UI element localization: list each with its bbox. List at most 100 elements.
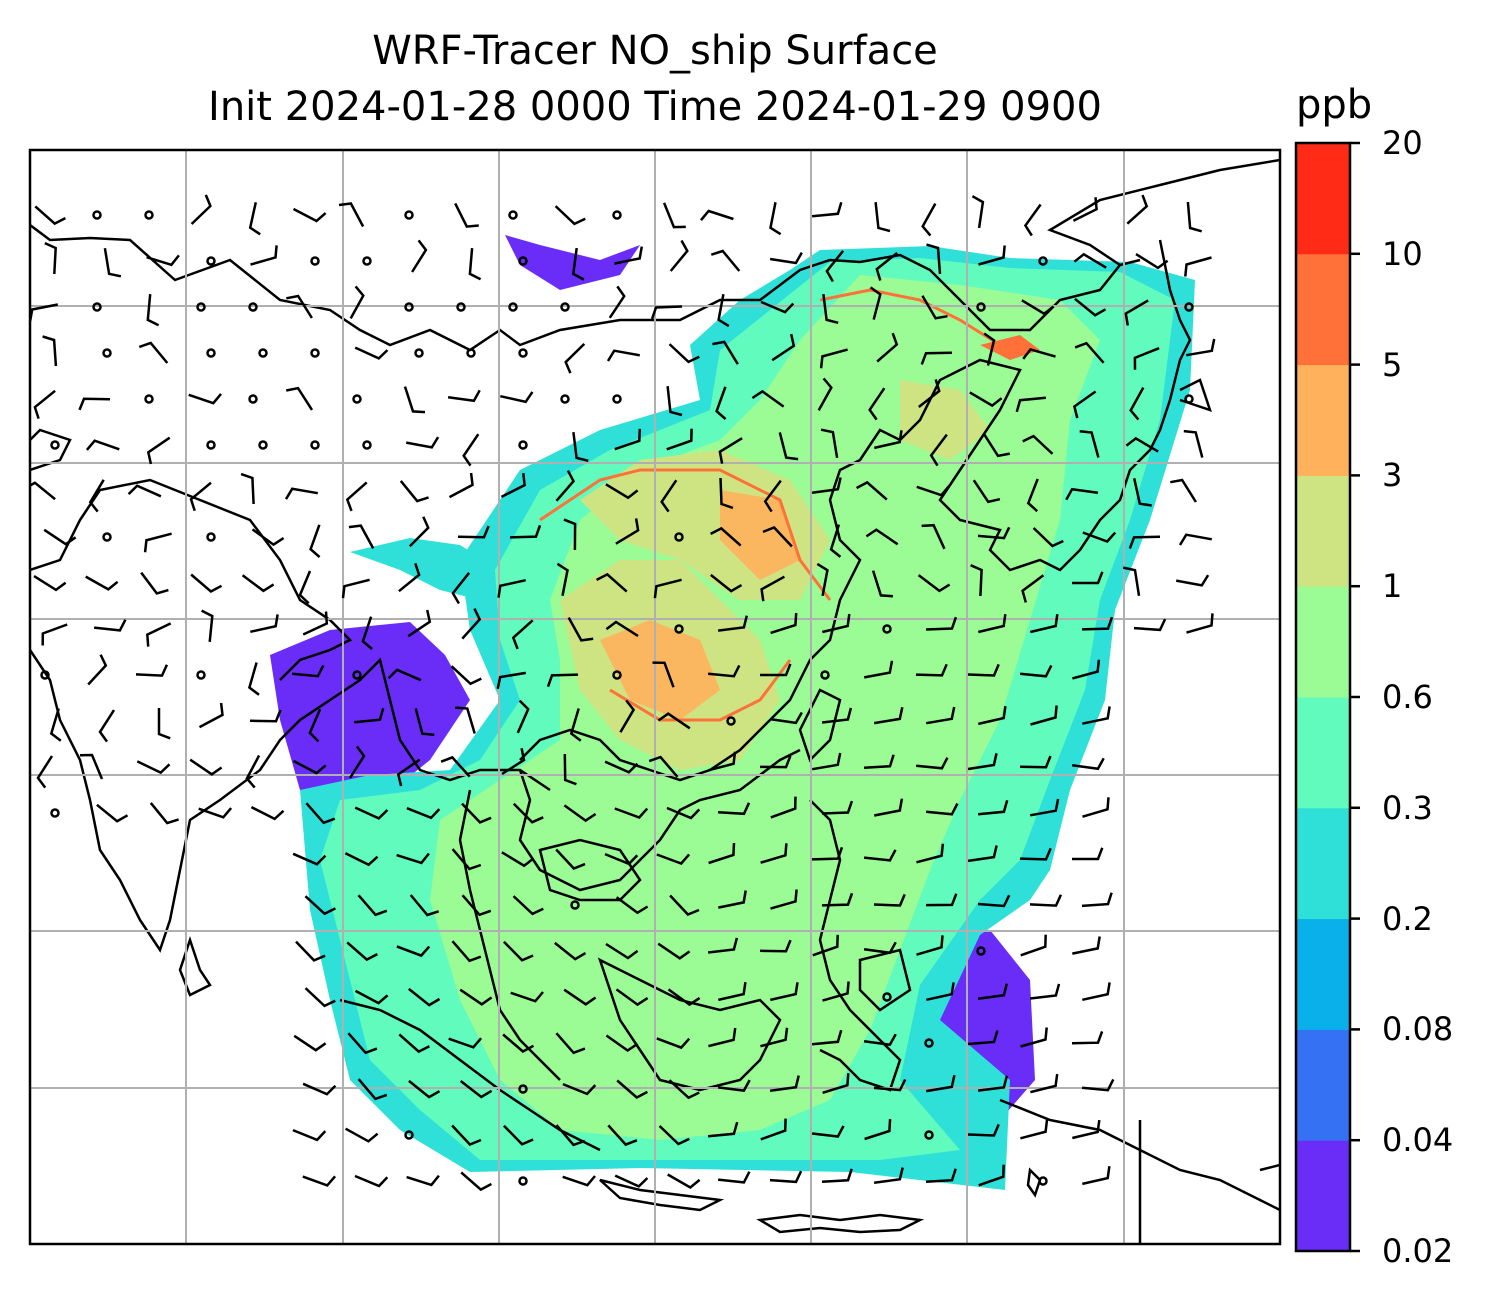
wind-barb <box>555 1032 586 1055</box>
wind-barb <box>978 706 1007 726</box>
wind-barb <box>409 894 440 917</box>
wind-barb <box>718 437 743 464</box>
calm-wind-circle <box>206 532 216 542</box>
wind-barb <box>250 805 285 821</box>
wind-barb <box>563 753 577 786</box>
calm-wind-circle <box>518 1084 528 1094</box>
wind-barb <box>811 477 842 495</box>
wind-barb <box>921 202 937 237</box>
wind-barb <box>1072 1119 1101 1140</box>
calm-wind-circle <box>144 210 154 220</box>
wind-barb <box>387 668 422 682</box>
calm-wind-circle <box>50 440 60 450</box>
coastline <box>597 957 782 1092</box>
wind-barb <box>569 708 582 742</box>
wind-barb <box>1132 478 1152 507</box>
colorbar-swatch <box>1296 1029 1350 1141</box>
wind-barb <box>286 294 313 319</box>
wind-barb <box>503 940 534 962</box>
coastline <box>1047 158 1280 267</box>
calm-wind-circle <box>924 1038 934 1048</box>
wind-barb <box>658 1125 690 1146</box>
wind-barb <box>1029 983 1061 1000</box>
calm-wind-circle <box>310 440 320 450</box>
wind-barb <box>918 379 941 408</box>
wind-barb <box>873 893 906 907</box>
wind-barb <box>1178 533 1213 546</box>
wind-barb <box>864 1118 892 1141</box>
wind-barb <box>1030 1073 1059 1094</box>
wind-barb <box>398 563 421 593</box>
wind-barb <box>1081 892 1113 908</box>
wind-barb <box>190 573 223 594</box>
wind-barb <box>354 1174 389 1188</box>
calm-wind-circle <box>674 624 684 634</box>
wind-barb <box>873 706 904 725</box>
calm-wind-circle <box>726 716 736 726</box>
wind-barb <box>605 620 639 638</box>
wind-barb <box>357 1078 388 1101</box>
calm-wind-circle <box>414 348 424 358</box>
wind-barb <box>863 660 894 679</box>
wind-barb <box>1026 478 1039 513</box>
wind-barb <box>977 526 1011 540</box>
wind-barb <box>34 205 66 226</box>
wind-barb <box>874 430 903 450</box>
wind-barb <box>285 386 314 411</box>
wind-barb <box>292 207 327 223</box>
wind-barb <box>1072 197 1098 222</box>
calm-wind-circle <box>1184 394 1194 404</box>
wind-barb <box>710 526 742 547</box>
wind-barb <box>605 942 639 960</box>
wind-barb <box>668 343 700 364</box>
wind-barb <box>502 1033 535 1054</box>
wind-barb <box>497 578 526 598</box>
wind-barb <box>85 439 120 451</box>
coastline <box>999 1098 1280 1212</box>
wind-barb <box>501 748 526 776</box>
wind-barb <box>562 1082 597 1096</box>
wind-barb <box>459 988 493 1006</box>
wind-barb <box>302 1175 337 1187</box>
wind-barb <box>819 348 848 369</box>
wind-barb <box>718 982 747 1002</box>
calm-wind-circle <box>102 532 112 542</box>
calm-wind-circle <box>144 394 154 404</box>
wind-barb <box>868 387 886 421</box>
wind-barb <box>85 575 119 591</box>
wind-barb <box>1021 299 1055 316</box>
colorbar-tick-label: 0.04 <box>1382 1121 1454 1160</box>
wind-barb <box>829 524 842 558</box>
wind-barb <box>770 796 797 819</box>
wind-barb <box>1020 1119 1049 1140</box>
wind-barb <box>1073 252 1107 269</box>
wind-barb <box>396 758 421 787</box>
wind-barb <box>719 477 734 510</box>
calm-wind-circle <box>456 302 466 312</box>
wind-barb <box>461 802 492 824</box>
wind-barb <box>33 389 56 419</box>
wind-barb <box>407 609 432 638</box>
wind-barb <box>1072 390 1097 419</box>
wind-barb <box>925 893 958 907</box>
wind-barb <box>925 803 959 816</box>
wind-barb <box>717 615 749 632</box>
wind-barbs <box>30 194 1216 1192</box>
wind-barb <box>1023 203 1042 237</box>
wind-barb <box>821 707 853 724</box>
wind-barb <box>138 341 169 364</box>
calm-wind-circle <box>92 210 102 220</box>
wind-barb <box>468 247 482 281</box>
wind-barb <box>605 483 639 500</box>
wind-barb <box>1021 574 1045 603</box>
wind-barb <box>667 1173 701 1190</box>
wind-barb <box>79 753 104 780</box>
wind-barb <box>717 802 751 816</box>
wind-barb <box>251 528 285 547</box>
wind-barb <box>604 760 639 774</box>
wind-barb <box>770 982 799 1002</box>
wind-barb <box>292 852 327 866</box>
wind-barb <box>1125 436 1159 453</box>
wind-barb <box>820 428 839 459</box>
wind-barb <box>198 702 224 729</box>
